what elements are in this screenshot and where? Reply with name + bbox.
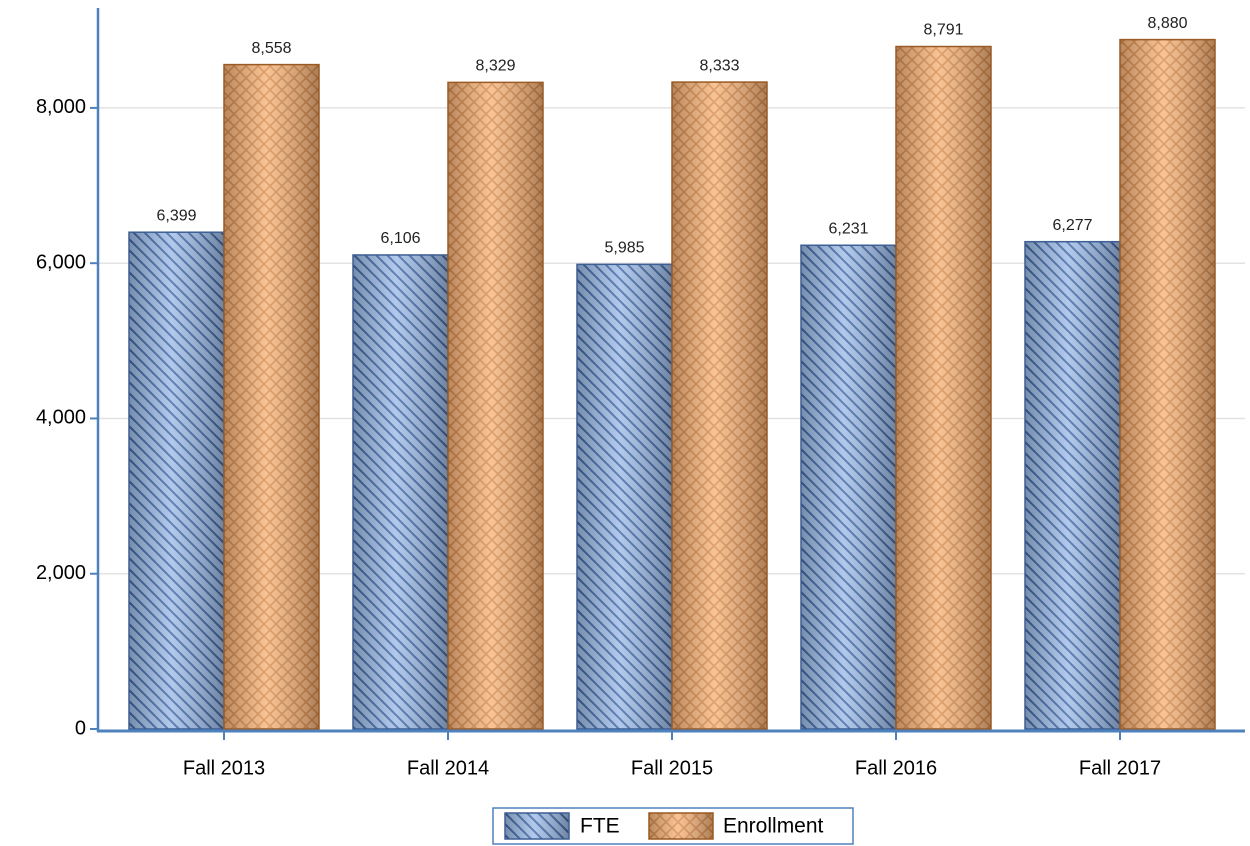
bar-shade [1024, 240, 1121, 730]
value-label: 8,333 [699, 57, 739, 74]
y-tick-label: 8,000 [36, 96, 86, 118]
legend-label: Enrollment [723, 815, 824, 838]
y-tick-label: 4,000 [36, 407, 86, 429]
value-label: 8,880 [1147, 15, 1187, 32]
legend-label: FTE [580, 815, 620, 838]
y-tick-label: 2,000 [36, 562, 86, 584]
bar-shade [800, 244, 897, 730]
value-label: 6,231 [828, 220, 868, 237]
value-label: 6,399 [156, 207, 196, 224]
legend-swatch-shade [504, 812, 570, 840]
bar-shade [576, 263, 673, 730]
legend-box [492, 807, 854, 845]
y-tick-label: 6,000 [36, 251, 86, 273]
x-tick-label: Fall 2013 [183, 757, 265, 779]
bar-shade [352, 254, 449, 730]
bar-shade [895, 45, 992, 730]
value-label: 6,277 [1052, 217, 1092, 234]
y-tick-label: 0 [75, 717, 86, 739]
value-label: 8,329 [475, 58, 515, 75]
value-label: 6,106 [380, 230, 420, 247]
bar-shade [1119, 38, 1216, 730]
x-tick-label: Fall 2015 [631, 757, 713, 779]
value-label: 8,558 [251, 40, 291, 57]
x-tick-label: Fall 2017 [1079, 757, 1161, 779]
bar-shade [447, 81, 544, 730]
value-label: 5,985 [604, 240, 644, 257]
bar-shade [223, 63, 320, 730]
value-label: 8,791 [923, 22, 963, 39]
legend-swatch-shade [648, 812, 714, 840]
x-tick-label: Fall 2014 [407, 757, 489, 779]
bar-shade [128, 231, 225, 730]
bar-shade [671, 81, 768, 730]
x-tick-label: Fall 2016 [855, 757, 937, 779]
